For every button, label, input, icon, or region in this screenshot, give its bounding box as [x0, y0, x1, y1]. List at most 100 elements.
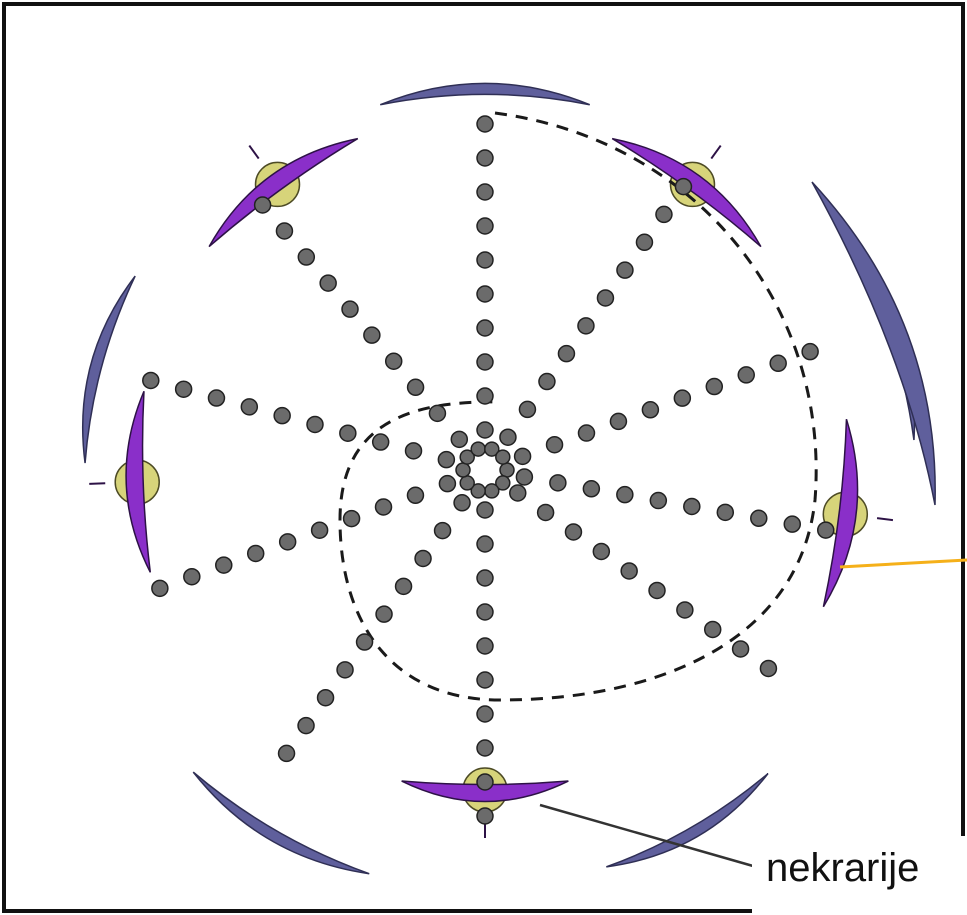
stamen-106: [455, 462, 471, 478]
stamen-12: [518, 400, 537, 419]
petal-blade-2: [611, 137, 762, 248]
stamen-104: [470, 483, 486, 499]
stamen-56: [476, 671, 494, 689]
stamen-38: [750, 509, 768, 528]
stamen-9: [476, 149, 494, 167]
stamen-73: [374, 498, 393, 516]
petal-1: [208, 137, 359, 248]
stamen-59: [476, 773, 494, 791]
stamen-11: [499, 428, 517, 446]
stamen-108: [470, 441, 486, 457]
stamen-41: [509, 484, 527, 502]
stamen-8: [476, 183, 494, 201]
stamen-103: [484, 483, 500, 499]
stamen-78: [215, 556, 233, 574]
sepal-3: [606, 772, 769, 868]
stamen-92: [428, 404, 447, 423]
stamen-102: [495, 475, 511, 491]
petal-spur-1: [248, 144, 260, 160]
stamen-22: [545, 435, 564, 454]
stamen-46: [648, 581, 666, 600]
stamen-91: [450, 430, 469, 449]
stamen-21: [513, 447, 532, 466]
petal-blade-3: [822, 418, 859, 608]
stamen-39: [783, 515, 802, 533]
stamen-4: [476, 319, 494, 337]
stamen-30: [801, 342, 819, 361]
label-background: [752, 836, 967, 915]
petal-3: [822, 418, 894, 608]
stamen-82: [404, 442, 423, 460]
petal-spur-2: [710, 144, 722, 160]
stamen-48: [703, 620, 722, 639]
stamen-34: [616, 485, 634, 504]
stamen-100: [253, 196, 272, 214]
stamen-109: [484, 441, 500, 457]
petal-blade-5: [125, 390, 152, 573]
stamen-24: [609, 412, 628, 431]
stamen-44: [592, 542, 611, 561]
stamen-74: [342, 509, 361, 528]
stamen-17: [616, 261, 634, 279]
stamen-23: [577, 424, 596, 442]
stamen-16: [596, 289, 615, 307]
stamen-77: [246, 544, 265, 563]
stamen-10: [476, 115, 494, 133]
stamen-14: [557, 344, 576, 363]
stamen-107: [459, 449, 475, 465]
stamen-83: [371, 433, 390, 451]
stamen-20: [674, 177, 693, 196]
stamen-98: [297, 248, 316, 266]
sepal-5: [82, 275, 136, 464]
stamen-64: [394, 577, 413, 596]
stamen-84: [339, 424, 357, 442]
stamen-65: [375, 605, 393, 623]
stamen-94: [384, 352, 403, 370]
stamen-60: [476, 807, 494, 825]
stamen-13: [538, 372, 556, 391]
stamen-26: [673, 389, 692, 407]
stamen-66: [355, 633, 374, 651]
stamen-101: [499, 462, 515, 478]
stamen-33: [582, 480, 601, 498]
stamen-93: [406, 378, 425, 397]
stamen-81: [437, 450, 456, 469]
stamen-89: [174, 380, 193, 398]
stamen-51: [476, 501, 494, 519]
sepal-6: [811, 181, 936, 506]
petal-5: [89, 390, 160, 573]
stamen-35: [649, 491, 668, 510]
petal-blade-1: [208, 137, 359, 248]
stamen-25: [641, 401, 660, 419]
dashed-whorl: [338, 111, 818, 702]
stamen-70: [277, 744, 296, 763]
stamen-7: [476, 217, 494, 235]
stamen-42: [536, 503, 555, 522]
stamen-5: [476, 285, 494, 303]
stamen-54: [476, 603, 494, 621]
stamen-71: [438, 474, 457, 493]
stamen-28: [737, 366, 755, 384]
stamen-80: [151, 579, 169, 598]
stamen-110: [495, 449, 511, 465]
stamen-18: [635, 233, 654, 252]
stamen-67: [336, 661, 354, 679]
stamen-76: [278, 533, 297, 551]
sepal-1: [379, 82, 591, 106]
stamen-96: [341, 300, 359, 318]
petal-spur-5: [89, 482, 106, 485]
stamen-58: [476, 739, 494, 757]
stamen-32: [549, 474, 567, 492]
stamen-1: [476, 421, 494, 439]
stamen-36: [683, 497, 701, 516]
petal-spur-3: [876, 517, 894, 522]
sepal-4: [192, 771, 370, 875]
stamen-68: [316, 688, 335, 707]
stamen-55: [476, 637, 494, 655]
nectary-label: nekrarije: [766, 846, 920, 890]
stamen-72: [406, 486, 425, 505]
petal-2: [611, 137, 762, 248]
